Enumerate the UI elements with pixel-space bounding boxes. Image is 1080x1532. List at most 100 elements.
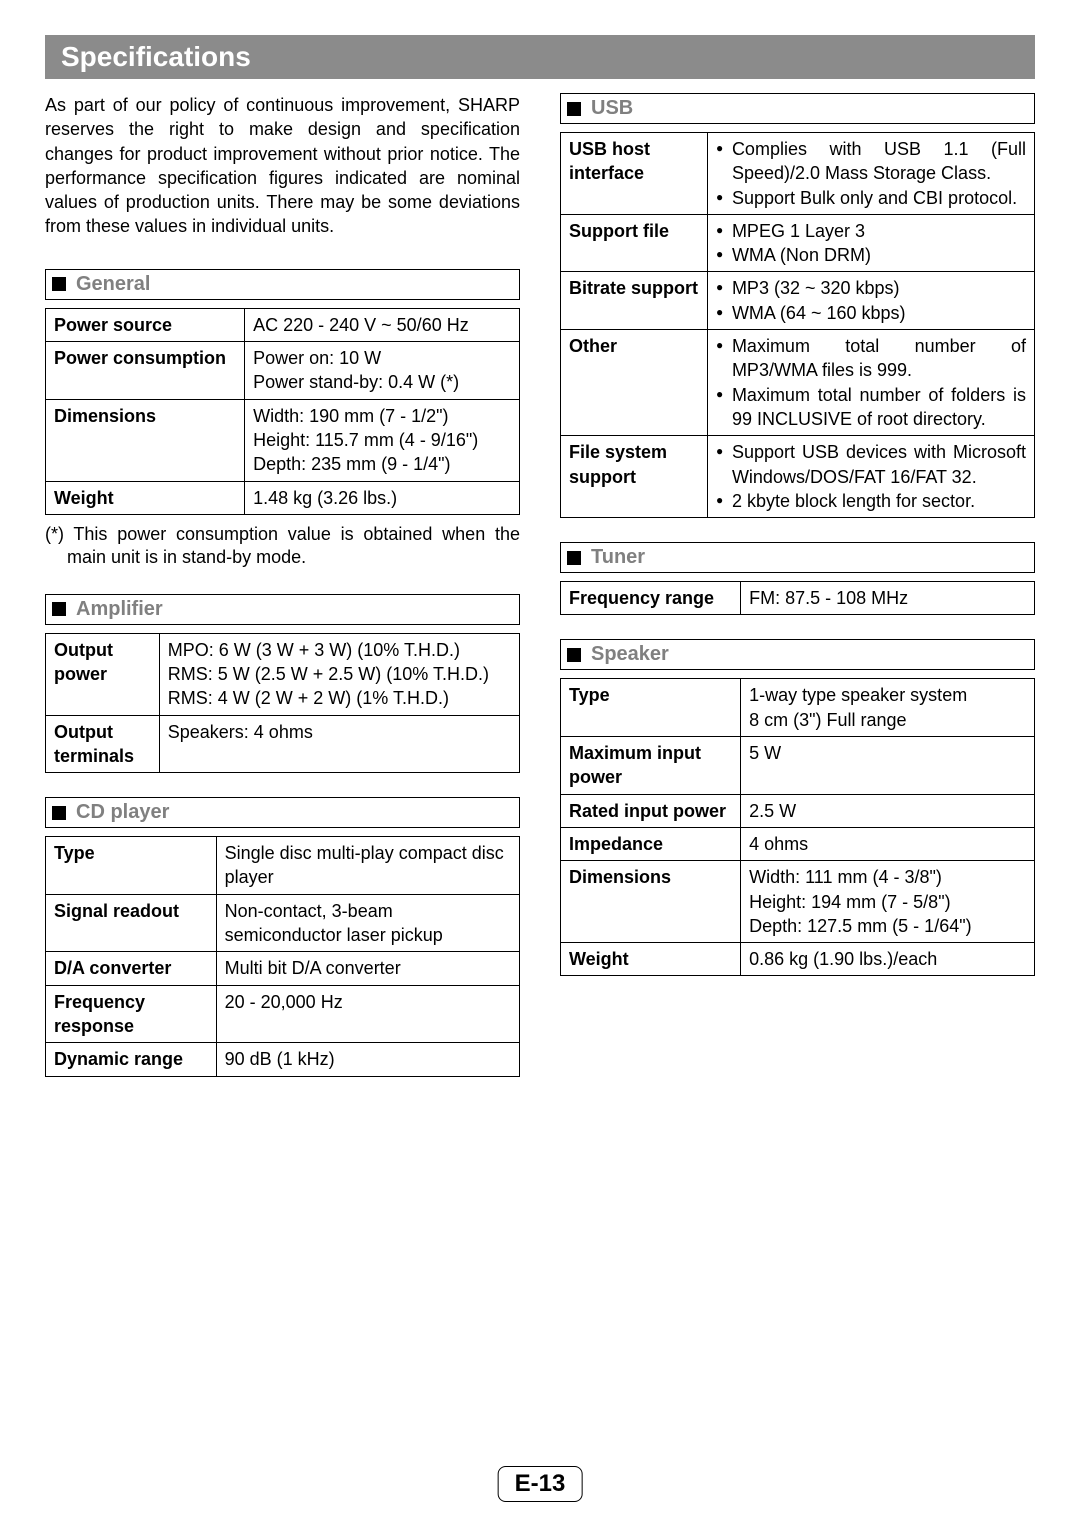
tuner-header: Tuner: [560, 542, 1035, 573]
spk-type-v1: 1-way type speaker system: [749, 683, 1026, 707]
output-power-value: MPO: 6 W (3 W + 3 W) (10% T.H.D.) RMS: 5…: [159, 633, 519, 715]
spk-imp-label: Impedance: [561, 827, 741, 860]
dimensions-value: Width: 190 mm (7 - 1/2") Height: 115.7 m…: [245, 399, 520, 481]
cd-fr-value: 20 - 20,000 Hz: [216, 985, 519, 1043]
usb-br-b1: MP3 (32 ~ 320 kbps): [716, 276, 1026, 300]
cd-dr-value: 90 dB (1 kHz): [216, 1043, 519, 1076]
square-icon: [567, 102, 581, 116]
square-icon: [52, 806, 66, 820]
usb-other-value: Maximum total number of MP3/WMA files is…: [707, 330, 1034, 436]
usb-header: USB: [560, 93, 1035, 124]
cd-signal-label: Signal readout: [46, 894, 217, 952]
usb-block: USB USB host interface Complies with USB…: [560, 93, 1035, 518]
usb-other-label: Other: [561, 330, 708, 436]
general-block: General Power source AC 220 - 240 V ~ 50…: [45, 269, 520, 570]
tuner-header-text: Tuner: [591, 546, 645, 569]
content-columns: As part of our policy of continuous impr…: [45, 93, 1035, 1101]
tuner-fr-label: Frequency range: [561, 582, 741, 615]
speaker-header: Speaker: [560, 639, 1035, 670]
dim-v2: Height: 115.7 mm (4 - 9/16"): [253, 428, 511, 452]
left-column: As part of our policy of continuous impr…: [45, 93, 520, 1101]
power-source-value: AC 220 - 240 V ~ 50/60 Hz: [245, 308, 520, 341]
output-terminals-label: Output terminals: [46, 715, 160, 773]
cdplayer-block: CD player Type Single disc multi-play co…: [45, 797, 520, 1076]
dim-v3: Depth: 235 mm (9 - 1/4"): [253, 452, 511, 476]
spk-dim-label: Dimensions: [561, 861, 741, 943]
intro-paragraph: As part of our policy of continuous impr…: [45, 93, 520, 239]
weight-label: Weight: [46, 481, 245, 514]
spk-dim-v1: Width: 111 mm (4 - 3/8"): [749, 865, 1026, 889]
cd-type-label: Type: [46, 837, 217, 895]
speaker-block: Speaker Type 1-way type speaker system 8…: [560, 639, 1035, 976]
spk-weight-label: Weight: [561, 943, 741, 976]
usb-fs-label: File system support: [561, 436, 708, 518]
spk-rip-label: Rated input power: [561, 794, 741, 827]
op-v1: MPO: 6 W (3 W + 3 W) (10% T.H.D.): [168, 638, 511, 662]
usb-other-b2: Maximum total number of folders is 99 IN…: [716, 383, 1026, 432]
tuner-block: Tuner Frequency range FM: 87.5 - 108 MHz: [560, 542, 1035, 615]
general-header: General: [45, 269, 520, 300]
usb-host-value: Complies with USB 1.1 (Full Speed)/2.0 M…: [707, 133, 1034, 215]
amplifier-header-text: Amplifier: [76, 598, 163, 621]
spk-weight-value: 0.86 kg (1.90 lbs.)/each: [741, 943, 1035, 976]
speaker-header-text: Speaker: [591, 643, 669, 666]
square-icon: [567, 551, 581, 565]
square-icon: [567, 648, 581, 662]
power-source-label: Power source: [46, 308, 245, 341]
page-title: Specifications: [45, 35, 1035, 79]
cdplayer-header: CD player: [45, 797, 520, 828]
power-cons-v1: Power on: 10 W: [253, 346, 511, 370]
spk-imp-value: 4 ohms: [741, 827, 1035, 860]
usb-br-label: Bitrate support: [561, 272, 708, 330]
amplifier-block: Amplifier Output power MPO: 6 W (3 W + 3…: [45, 594, 520, 773]
power-cons-v2: Power stand-by: 0.4 W (*): [253, 370, 511, 394]
spk-dim-v3: Depth: 127.5 mm (5 - 1/64"): [749, 914, 1026, 938]
tuner-table: Frequency range FM: 87.5 - 108 MHz: [560, 581, 1035, 615]
cd-da-label: D/A converter: [46, 952, 217, 985]
dimensions-label: Dimensions: [46, 399, 245, 481]
usb-fs-b1: Support USB devices with Microsoft Windo…: [716, 440, 1026, 489]
cd-da-value: Multi bit D/A converter: [216, 952, 519, 985]
usb-sf-value: MPEG 1 Layer 3 WMA (Non DRM): [707, 214, 1034, 272]
cd-fr-label: Frequency response: [46, 985, 217, 1043]
weight-value: 1.48 kg (3.26 lbs.): [245, 481, 520, 514]
spk-dim-v2: Height: 194 mm (7 - 5/8"): [749, 890, 1026, 914]
usb-host-b1: Complies with USB 1.1 (Full Speed)/2.0 M…: [716, 137, 1026, 186]
page-number: E-13: [498, 1466, 583, 1502]
usb-other-b1: Maximum total number of MP3/WMA files is…: [716, 334, 1026, 383]
op-v2: RMS: 5 W (2.5 W + 2.5 W) (10% T.H.D.): [168, 662, 511, 686]
speaker-table: Type 1-way type speaker system 8 cm (3")…: [560, 678, 1035, 976]
output-power-label: Output power: [46, 633, 160, 715]
usb-header-text: USB: [591, 97, 633, 120]
spk-rip-value: 2.5 W: [741, 794, 1035, 827]
cd-signal-value: Non-contact, 3-beam semiconductor laser …: [216, 894, 519, 952]
power-cons-label: Power consumption: [46, 342, 245, 400]
right-column: USB USB host interface Complies with USB…: [560, 93, 1035, 1101]
usb-table: USB host interface Complies with USB 1.1…: [560, 132, 1035, 518]
usb-host-b2: Support Bulk only and CBI protocol.: [716, 186, 1026, 210]
spk-type-value: 1-way type speaker system 8 cm (3") Full…: [741, 679, 1035, 737]
spk-mip-value: 5 W: [741, 737, 1035, 795]
spk-dim-value: Width: 111 mm (4 - 3/8") Height: 194 mm …: [741, 861, 1035, 943]
cdplayer-table: Type Single disc multi-play compact disc…: [45, 836, 520, 1076]
square-icon: [52, 277, 66, 291]
usb-br-value: MP3 (32 ~ 320 kbps) WMA (64 ~ 160 kbps): [707, 272, 1034, 330]
cd-type-value: Single disc multi-play compact disc play…: [216, 837, 519, 895]
usb-fs-value: Support USB devices with Microsoft Windo…: [707, 436, 1034, 518]
spk-type-v2: 8 cm (3") Full range: [749, 708, 1026, 732]
cdplayer-header-text: CD player: [76, 801, 169, 824]
general-footnote: (*) This power consumption value is obta…: [45, 523, 520, 570]
power-cons-value: Power on: 10 W Power stand-by: 0.4 W (*): [245, 342, 520, 400]
output-terminals-value: Speakers: 4 ohms: [159, 715, 519, 773]
usb-br-b2: WMA (64 ~ 160 kbps): [716, 301, 1026, 325]
dim-v1: Width: 190 mm (7 - 1/2"): [253, 404, 511, 428]
cd-dr-label: Dynamic range: [46, 1043, 217, 1076]
usb-host-label: USB host interface: [561, 133, 708, 215]
spk-mip-label: Maximum input power: [561, 737, 741, 795]
usb-sf-b1: MPEG 1 Layer 3: [716, 219, 1026, 243]
general-table: Power source AC 220 - 240 V ~ 50/60 Hz P…: [45, 308, 520, 515]
general-header-text: General: [76, 273, 150, 296]
amplifier-header: Amplifier: [45, 594, 520, 625]
usb-sf-b2: WMA (Non DRM): [716, 243, 1026, 267]
amplifier-table: Output power MPO: 6 W (3 W + 3 W) (10% T…: [45, 633, 520, 773]
